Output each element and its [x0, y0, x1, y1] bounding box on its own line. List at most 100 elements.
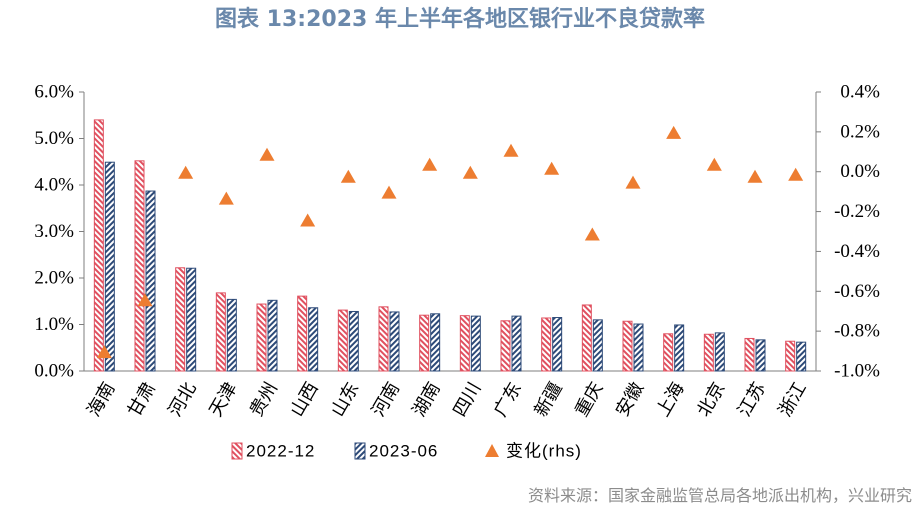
left-y-tick-label-0: 0.0%: [34, 361, 74, 382]
bar-2022-12-12: [581, 304, 592, 372]
bar-2023-06-0: [104, 161, 115, 372]
change-markers: [96, 125, 804, 359]
legend-item-2022-12: 2022-12: [231, 442, 315, 461]
x-axis-category-labels: 海南 甘肃 河北 天津 贵州 山西 山东 河南 湖南 四川 广东 新疆 重庆 安徽 上海 北京 江苏 浙江: [83, 379, 811, 421]
change-marker-10: [503, 143, 519, 157]
legend-triangle-icon: [485, 444, 499, 457]
x-category-label-4: 贵州: [246, 379, 282, 421]
axes: [79, 91, 821, 372]
bar-2023-06-10: [511, 315, 522, 372]
legend-label-2022-12: 2022-12: [246, 442, 315, 461]
legend-swatch-2023-06: [354, 442, 366, 460]
change-marker-16: [747, 169, 763, 183]
change-marker-7: [381, 185, 397, 199]
bar-2022-12-6: [337, 309, 348, 372]
bar-2022-12-0: [93, 119, 104, 372]
bar-2023-06-17: [796, 341, 807, 372]
x-category-label-15: 北京: [693, 379, 729, 421]
bar-2023-06-13: [633, 323, 644, 372]
right-y-tick-label-4: -0.2%: [834, 201, 880, 222]
x-category-label-8: 湖南: [409, 379, 445, 421]
bar-2023-06-12: [592, 319, 603, 372]
change-marker-0: [96, 345, 112, 359]
x-category-label-5: 山西: [287, 379, 323, 421]
bar-2023-06-7: [389, 311, 400, 372]
bar-2023-06-8: [430, 313, 441, 372]
x-category-label-14: 上海: [653, 379, 689, 421]
legend-label-change: 变化(rhs): [506, 442, 582, 461]
left-y-axis-tick-labels: 0.0% 1.0% 2.0% 3.0% 4.0% 5.0% 6.0%: [34, 82, 74, 382]
x-category-label-7: 河南: [368, 379, 404, 421]
bar-2022-12-11: [541, 317, 552, 372]
x-category-label-16: 江苏: [734, 379, 770, 421]
change-marker-8: [422, 157, 438, 171]
x-category-label-9: 四川: [449, 379, 485, 421]
bar-2022-12-14: [663, 333, 674, 372]
bar-2022-12-9: [459, 315, 470, 372]
change-marker-6: [340, 169, 356, 183]
bar-2023-06-1: [145, 190, 156, 372]
right-y-axis-tick-labels: -1.0% -0.8% -0.6% -0.4% -0.2% 0.0% 0.2% 0.4%: [834, 82, 880, 382]
right-y-tick-label-2: -0.6%: [834, 281, 880, 302]
x-category-label-2: 河北: [165, 379, 201, 421]
x-category-label-12: 重庆: [571, 379, 607, 421]
bars: [93, 119, 807, 372]
legend-label-2023-06: 2023-06: [369, 442, 438, 461]
change-marker-4: [259, 147, 275, 161]
x-category-label-13: 安徽: [612, 379, 648, 421]
change-marker-11: [544, 161, 560, 175]
legend: 2022-12 2023-06 变化(rhs): [231, 442, 582, 461]
change-marker-14: [666, 125, 682, 139]
x-category-label-6: 山东: [327, 379, 363, 421]
left-y-tick-label-3: 3.0%: [34, 221, 74, 242]
x-category-label-17: 浙江: [775, 379, 811, 421]
bar-2022-12-2: [175, 267, 186, 372]
change-marker-1: [137, 293, 153, 307]
x-category-label-0: 海南: [83, 379, 119, 421]
change-marker-5: [300, 213, 316, 227]
bar-2023-06-9: [470, 315, 481, 372]
bar-2023-06-14: [674, 324, 685, 372]
bar-2022-12-10: [500, 320, 511, 372]
bar-2023-06-6: [348, 310, 359, 372]
change-marker-15: [706, 157, 722, 171]
left-y-tick-label-5: 5.0%: [34, 128, 74, 149]
bar-2023-06-11: [552, 317, 563, 372]
change-marker-3: [218, 191, 234, 205]
bar-2022-12-15: [703, 333, 714, 372]
change-marker-12: [584, 227, 600, 241]
right-y-tick-label-3: -0.4%: [834, 241, 880, 262]
source-note: 资料来源：国家金融监管总局各地派出机构，兴业研究: [527, 486, 912, 505]
bar-2023-06-4: [267, 299, 278, 372]
change-marker-9: [462, 165, 478, 179]
bar-2023-06-2: [186, 267, 197, 372]
x-category-label-3: 天津: [205, 379, 241, 421]
change-marker-13: [625, 175, 641, 189]
left-y-tick-label-1: 1.0%: [34, 314, 74, 335]
change-marker-17: [788, 167, 804, 181]
bar-2023-06-5: [308, 307, 319, 372]
left-y-tick-label-2: 2.0%: [34, 268, 74, 289]
right-y-tick-label-0: -1.0%: [834, 361, 880, 382]
bar-2022-12-17: [785, 340, 796, 372]
legend-swatch-2022-12: [231, 442, 243, 460]
bar-2022-12-4: [256, 303, 267, 372]
bar-2022-12-13: [622, 320, 633, 372]
bar-2023-06-16: [755, 339, 766, 372]
right-y-tick-label-6: 0.2%: [840, 121, 880, 142]
x-category-label-11: 新疆: [531, 379, 567, 421]
chart-title: 图表 13:2023 年上半年各地区银行业不良贷款率: [215, 7, 705, 32]
bar-2023-06-3: [226, 298, 237, 372]
bar-2022-12-1: [134, 160, 145, 372]
bar-2022-12-3: [215, 292, 226, 372]
right-y-tick-label-1: -0.8%: [834, 321, 880, 342]
bar-2022-12-5: [297, 295, 308, 372]
x-category-label-10: 广东: [490, 379, 526, 421]
right-y-tick-label-5: 0.0%: [840, 161, 880, 182]
change-marker-2: [178, 165, 194, 179]
right-y-tick-label-7: 0.4%: [840, 82, 880, 103]
bar-2023-06-15: [714, 332, 725, 372]
left-y-tick-label-4: 4.0%: [34, 175, 74, 196]
legend-item-change: 变化(rhs): [485, 442, 582, 461]
